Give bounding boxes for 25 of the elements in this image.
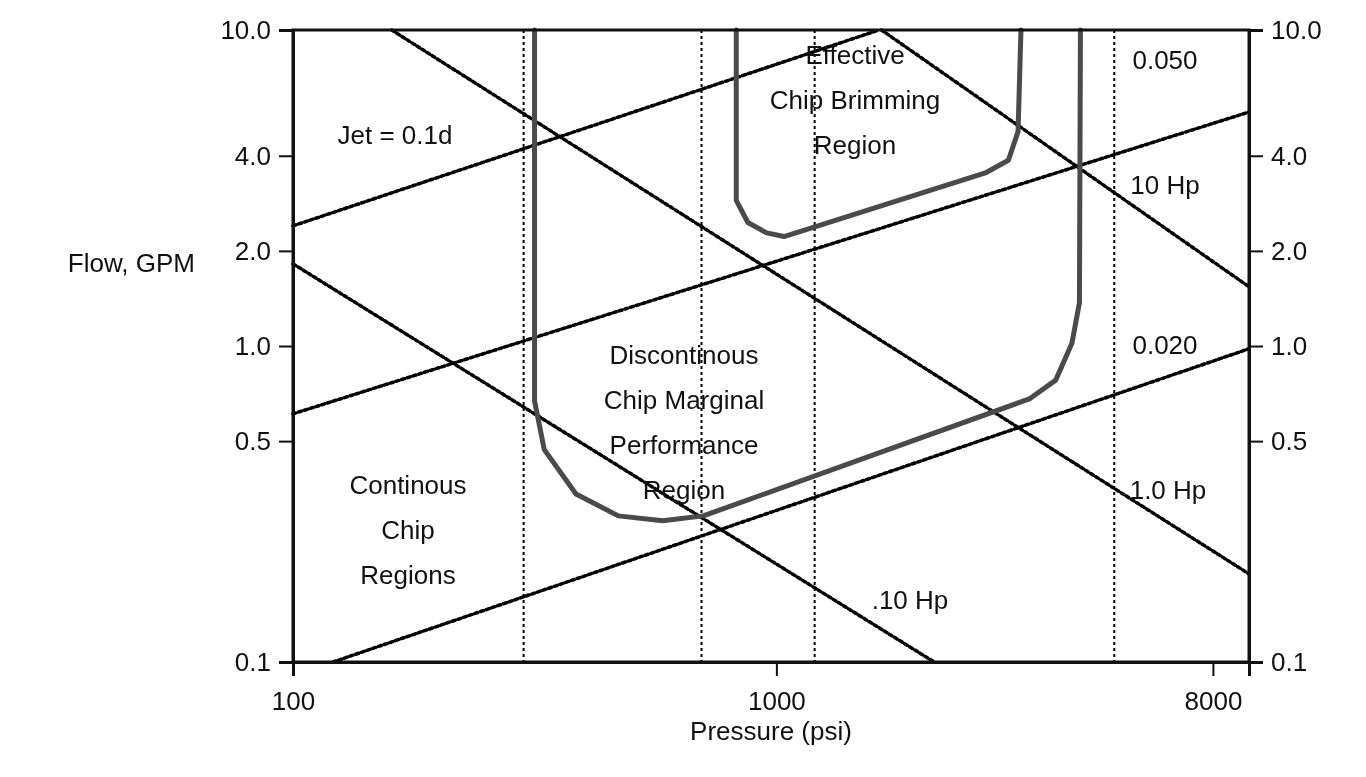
text: 1.0 xyxy=(234,330,271,361)
x-tick-label: 1000 xyxy=(747,686,806,716)
text: 10.0 xyxy=(220,14,271,45)
y-tick-label: 1.0 xyxy=(1271,330,1308,361)
series-label: 0.020 xyxy=(1132,330,1198,361)
x-axis-title: Pressure (psi) xyxy=(690,716,852,746)
text: 0.5 xyxy=(234,425,271,456)
series-label: 1.0 Hp xyxy=(1129,475,1207,506)
annotation: Effective Chip Brimming Region xyxy=(769,40,941,161)
text: 0.1 xyxy=(234,646,271,677)
y-tick-label: 0.5 xyxy=(1271,425,1308,456)
text: 4.0 xyxy=(234,140,271,171)
y-tick-label: 4.0 xyxy=(1271,140,1308,171)
y-tick-label: 0.1 xyxy=(1271,646,1308,677)
series-label: .10 Hp xyxy=(871,585,949,616)
text: 2.0 xyxy=(234,235,271,266)
series-label: 10 Hp xyxy=(1130,170,1200,201)
x-tick-label: 100 xyxy=(271,686,316,716)
series-label: 0.050 xyxy=(1132,45,1198,76)
series-label: Jet = 0.1d xyxy=(337,120,453,151)
y-axis-title: Flow, GPM xyxy=(67,248,195,278)
y-tick-label: 2.0 xyxy=(1271,235,1308,266)
x-tick-label: 8000 xyxy=(1184,686,1243,716)
annotation: Continous Chip Regions xyxy=(349,470,467,591)
y-tick-label: 10.0 xyxy=(1271,14,1322,45)
